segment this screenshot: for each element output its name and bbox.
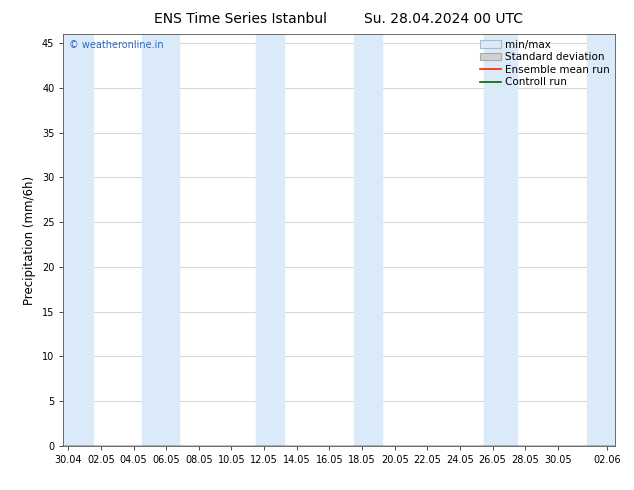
Bar: [587, 34, 615, 446]
Text: © weatheronline.in: © weatheronline.in: [69, 41, 164, 50]
Bar: [256, 34, 283, 446]
Bar: [63, 34, 93, 446]
Legend: min/max, Standard deviation, Ensemble mean run, Controll run: min/max, Standard deviation, Ensemble me…: [477, 36, 613, 91]
Bar: [484, 34, 517, 446]
Y-axis label: Precipitation (mm/6h): Precipitation (mm/6h): [23, 175, 36, 305]
Bar: [354, 34, 382, 446]
Bar: [142, 34, 179, 446]
Text: Su. 28.04.2024 00 UTC: Su. 28.04.2024 00 UTC: [365, 12, 523, 26]
Text: ENS Time Series Istanbul: ENS Time Series Istanbul: [155, 12, 327, 26]
